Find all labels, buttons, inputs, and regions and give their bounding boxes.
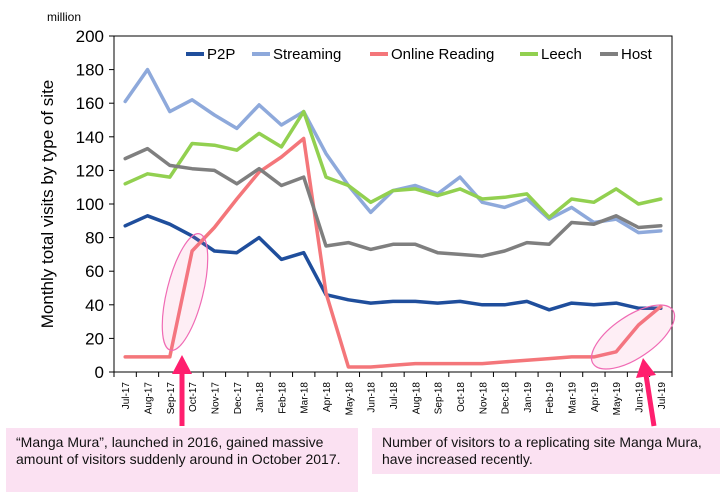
x-tick-label: Dec-17 bbox=[233, 382, 244, 415]
y-tick-label: 180 bbox=[76, 61, 104, 80]
series-line-p2p bbox=[123, 214, 663, 312]
series-line-streaming bbox=[123, 67, 663, 235]
annotation-left-text: “Manga Mura”, launched in 2016, gained m… bbox=[16, 434, 341, 467]
series-line-online-reading bbox=[123, 136, 663, 369]
x-tick-label: Sep-18 bbox=[434, 382, 445, 415]
y-tick-label: 80 bbox=[85, 229, 104, 248]
y-tick-label: 100 bbox=[76, 195, 104, 214]
x-tick-label: Jan-18 bbox=[255, 382, 266, 413]
x-tick-label: Oct-18 bbox=[456, 382, 467, 412]
y-tick-label: 0 bbox=[95, 363, 104, 382]
legend-label-streaming: Streaming bbox=[273, 46, 341, 63]
highlight-ellipse-left bbox=[161, 233, 209, 351]
series-line-leech bbox=[123, 109, 663, 220]
x-tick-label: Jun-19 bbox=[635, 382, 646, 413]
x-tick-label: Mar-18 bbox=[300, 382, 311, 414]
legend-label-host: Host bbox=[621, 46, 653, 63]
x-tick-label: Jan-19 bbox=[523, 382, 534, 413]
annotation-arrow-right-shaft bbox=[643, 374, 657, 427]
x-tick-label: May-18 bbox=[344, 382, 355, 416]
y-axis-title: Monthly total visits by type of site bbox=[38, 80, 57, 329]
x-tick-label: Sep-17 bbox=[166, 382, 177, 415]
x-tick-label: Dec-18 bbox=[501, 382, 512, 415]
x-tick-label: Jul-17 bbox=[121, 382, 132, 410]
annotation-arrow-right-head bbox=[636, 358, 656, 378]
y-tick-label: 20 bbox=[85, 329, 104, 348]
legend-label-online-reading: Online Reading bbox=[391, 46, 494, 63]
y-tick-label: 120 bbox=[76, 161, 104, 180]
x-tick-label: Nov-18 bbox=[478, 382, 489, 415]
x-tick-label: Oct-17 bbox=[188, 382, 199, 412]
x-tick-label: Jul-18 bbox=[389, 382, 400, 410]
x-tick-label: Feb-19 bbox=[545, 382, 556, 414]
x-tick-label: Nov-17 bbox=[210, 382, 221, 415]
x-tick-label: Mar-19 bbox=[568, 382, 579, 414]
y-tick-label: 40 bbox=[85, 296, 104, 315]
x-tick-label: May-19 bbox=[612, 382, 623, 416]
annotation-arrow-left-head bbox=[172, 355, 192, 374]
legend-label-p2p: P2P bbox=[207, 46, 235, 63]
x-tick-label: Feb-18 bbox=[277, 382, 288, 414]
x-tick-label: Jun-18 bbox=[367, 382, 378, 413]
highlight-ellipse-right bbox=[590, 304, 676, 370]
x-tick-label: Jul-19 bbox=[657, 382, 668, 410]
series-line-host bbox=[123, 146, 663, 258]
plot-frame bbox=[113, 35, 673, 373]
annotation-right-box: Number of visitors to a replicating site… bbox=[372, 428, 720, 474]
x-tick-label: Apr-19 bbox=[590, 382, 601, 412]
y-tick-label: 140 bbox=[76, 128, 104, 147]
legend-label-leech: Leech bbox=[541, 46, 582, 63]
annotation-right-text: Number of visitors to a replicating site… bbox=[382, 434, 702, 467]
y-tick-label: 200 bbox=[76, 27, 104, 46]
x-tick-label: Aug-17 bbox=[143, 382, 154, 415]
x-tick-label: Aug-18 bbox=[411, 382, 422, 415]
annotation-left-box: “Manga Mura”, launched in 2016, gained m… bbox=[6, 428, 358, 492]
x-tick-label: Apr-18 bbox=[322, 382, 333, 412]
unit-label: million bbox=[47, 10, 81, 24]
y-tick-label: 160 bbox=[76, 94, 104, 113]
y-tick-label: 60 bbox=[85, 262, 104, 281]
